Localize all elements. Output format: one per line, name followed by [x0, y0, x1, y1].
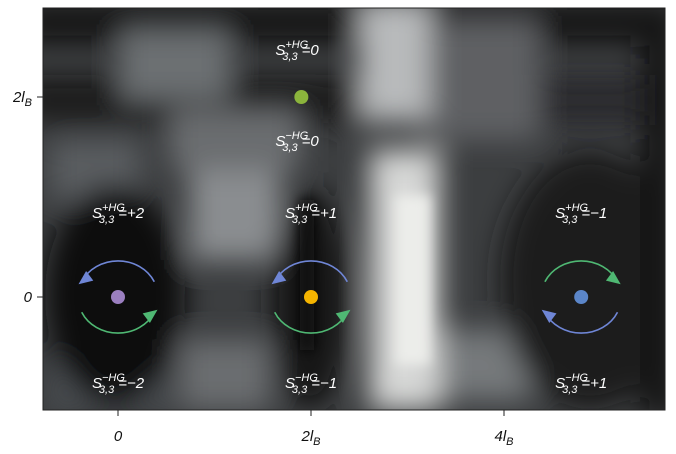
annotation-p0_top: S+HG 3,3 =+2	[92, 202, 145, 226]
rotation-arrows	[78, 260, 621, 334]
point-purple	[111, 290, 125, 304]
x-tick-label: 4lB	[494, 428, 513, 448]
rotation-arc-p0-bottom	[80, 311, 156, 334]
annotation-p2_bot: S−HG 3,3 =+1	[555, 372, 607, 396]
rotation-arrowhead-p1-bottom	[335, 309, 351, 323]
annotation-p1_top: S+HG 3,3 =+1	[285, 202, 337, 226]
rotation-arc-p2-top	[544, 260, 619, 283]
rotation-arrowhead-p1-top	[271, 271, 287, 285]
data-points	[111, 90, 589, 304]
annotation-p0_bot: S−HG 3,3 =−2	[92, 372, 145, 396]
point-green	[294, 90, 309, 104]
plot-frame	[42, 7, 666, 411]
annotations: S+HG 3,3 =+2 S−HG 3,3 =−2 S+HG 3,3 =+1 S−HG 3,3 =−1…	[92, 39, 607, 396]
annotation-p2_top: S+HG 3,3 =−1	[555, 202, 607, 226]
y-tick-label: 0	[24, 289, 33, 306]
rotation-arc-p1-top	[273, 260, 349, 283]
rotation-arrowhead-p2-top	[605, 271, 621, 285]
x-tick-label: 2lB	[300, 428, 320, 448]
heatmap	[43, 8, 665, 410]
rotation-arc-p0-top	[80, 260, 156, 283]
rotation-arrowhead-p0-top	[78, 271, 94, 285]
rotation-arrowhead-p2-bottom	[541, 309, 557, 323]
y-axis: 0 2lB	[12, 89, 43, 306]
y-tick-label: 2lB	[12, 89, 32, 109]
x-tick-label: 0	[114, 428, 123, 445]
x-axis: 0 2lB 4lB	[114, 410, 514, 448]
rotation-arc-p2-bottom	[544, 311, 619, 334]
annotation-pg_top: S+HG 3,3 =0	[275, 39, 319, 63]
rotation-arc-p1-bottom	[273, 311, 349, 334]
point-orange	[304, 290, 318, 304]
annotation-p1_bot: S−HG 3,3 =−1	[285, 372, 337, 396]
point-blue	[574, 290, 589, 304]
rotation-arrowhead-p0-bottom	[142, 309, 158, 323]
annotation-pg_bot: S−HG 3,3 =0	[275, 130, 319, 154]
